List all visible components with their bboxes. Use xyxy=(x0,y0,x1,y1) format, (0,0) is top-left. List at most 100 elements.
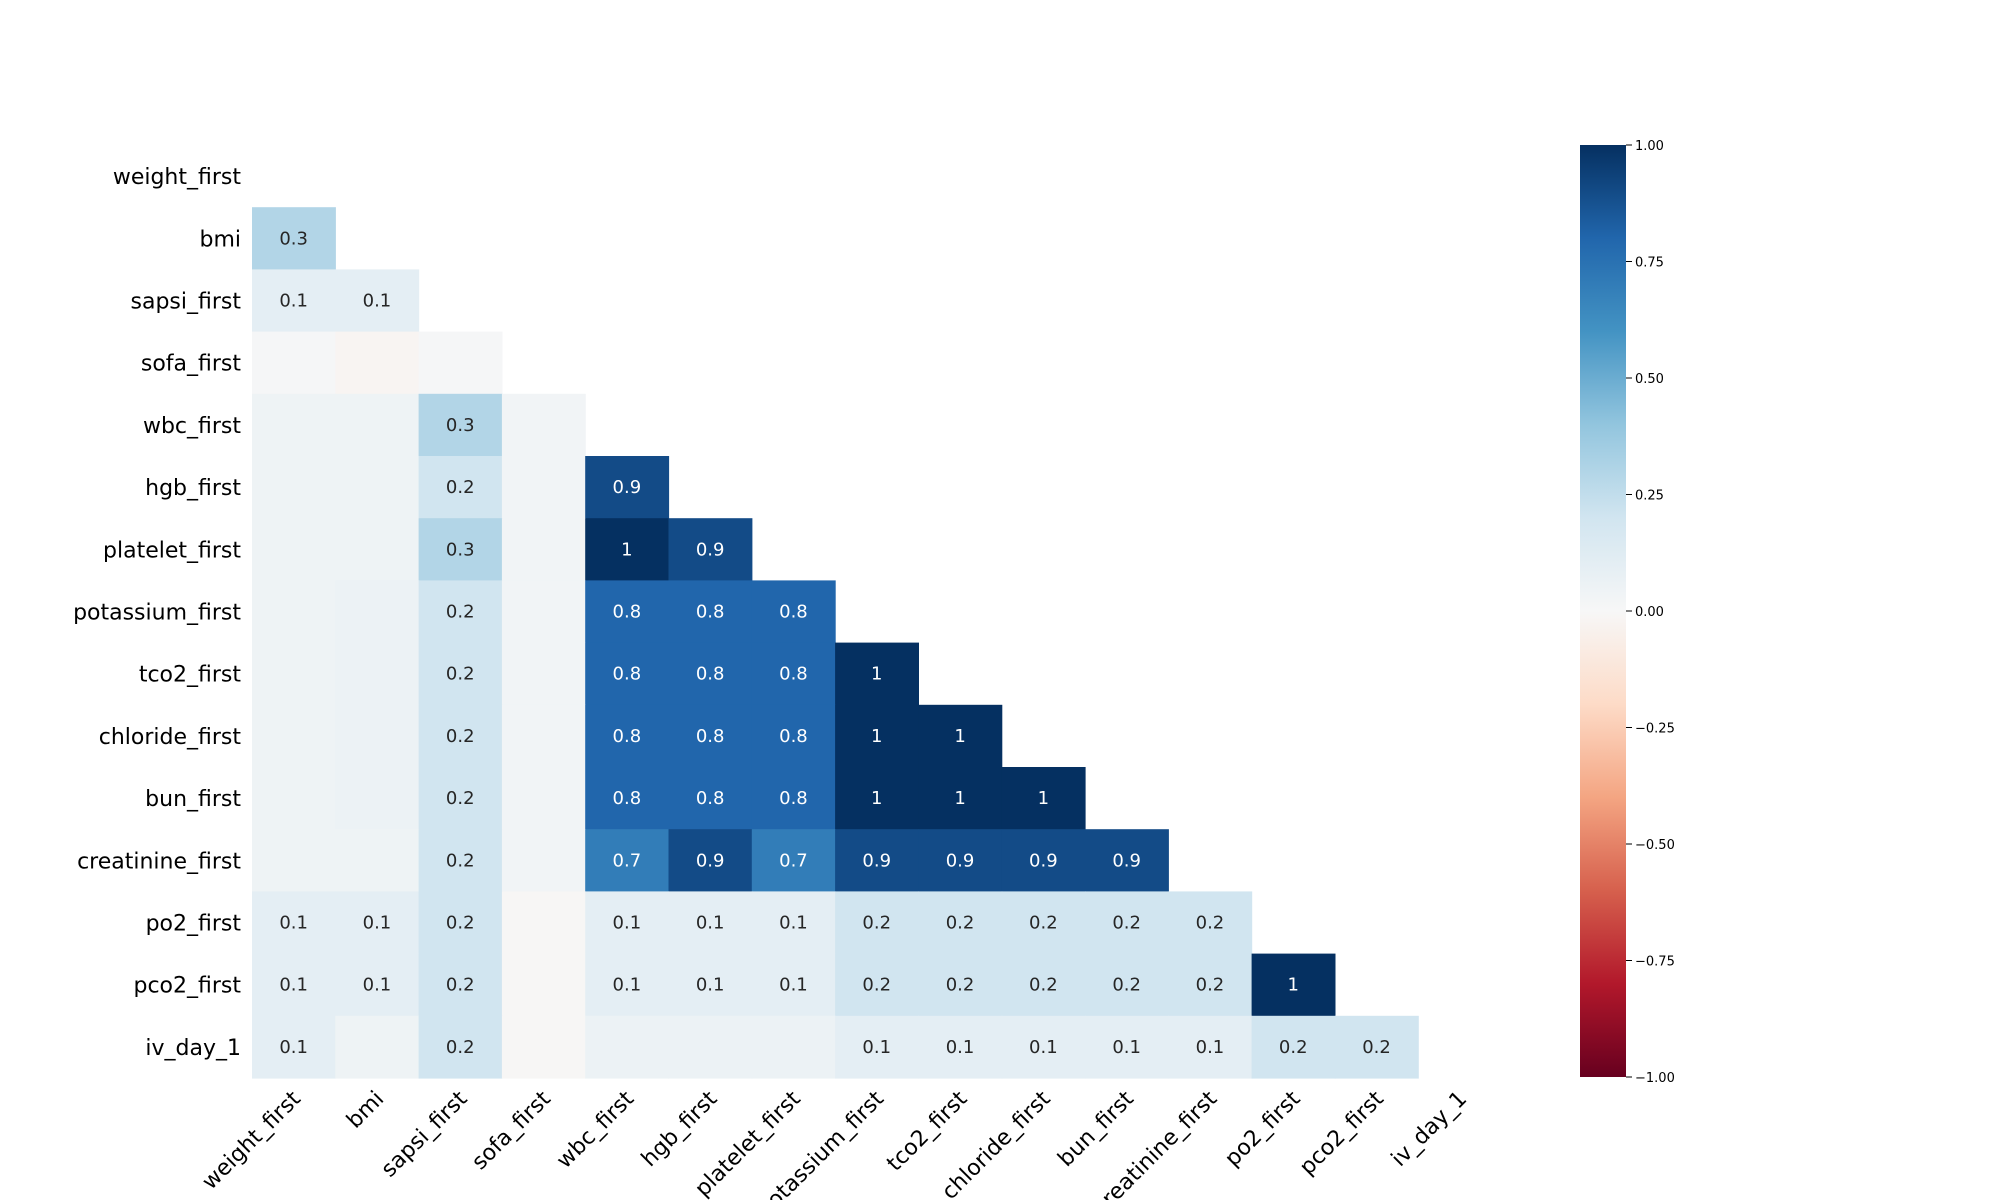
heatmap-cell xyxy=(1334,1015,1419,1079)
cell-value-label: 0.1 xyxy=(779,913,808,934)
heatmap-cell xyxy=(252,642,336,706)
heatmap-cell xyxy=(501,580,586,644)
heatmap-cell xyxy=(252,829,336,892)
cell-value-label: 0.9 xyxy=(613,477,642,498)
cell-value-label: 1 xyxy=(1288,975,1299,996)
column-label: weight_first xyxy=(198,1086,307,1195)
heatmap-cell xyxy=(668,704,753,768)
cell-value-label: 0.2 xyxy=(1112,975,1141,996)
heatmap-cell xyxy=(751,829,836,892)
cell-value-label: 0.2 xyxy=(446,477,475,498)
heatmap-cell xyxy=(585,704,670,768)
cell-value-label: 0.1 xyxy=(946,1037,975,1058)
colorbar-tick-label: 0.25 xyxy=(1635,489,1664,504)
heatmap-cell xyxy=(1001,1015,1086,1079)
row-label: tco2_first xyxy=(139,663,242,688)
cell-value-labels: 0.3 0.1 0.1 0.3 0.2 0.9 0.3 1 0.9 0.2 0.8 0.8 0.8 0.2… xyxy=(279,228,1391,1058)
colorbar: 1.00 0.75 0.50 0.25 0.00 −0.25 −0.50 −0.75 −1.00 xyxy=(1580,139,1675,1086)
row-label: hgb_first xyxy=(145,476,241,501)
cell-value-label: 0.1 xyxy=(613,913,642,934)
heatmap-cell xyxy=(335,331,420,395)
heatmap-cell xyxy=(835,953,919,1017)
heatmap-cell xyxy=(335,704,420,768)
cell-value-label: 0.1 xyxy=(696,913,725,934)
cell-value-label: 0.1 xyxy=(279,1037,308,1058)
heatmap-cell xyxy=(585,642,670,706)
heatmap-cell xyxy=(918,704,1003,768)
cell-value-label: 1 xyxy=(871,788,882,809)
heatmap-cell xyxy=(668,953,753,1017)
heatmap-cell xyxy=(418,767,503,830)
heatmap-cell xyxy=(501,518,586,581)
column-label: sapsi_first xyxy=(377,1086,473,1182)
heatmap-cell xyxy=(1168,891,1253,955)
heatmap-cell xyxy=(1085,829,1169,892)
heatmap-cell xyxy=(585,580,670,644)
heatmap-cell xyxy=(418,1015,503,1079)
heatmap-cell xyxy=(418,331,503,395)
heatmap-cell xyxy=(252,518,336,581)
cell-value-label: 0.2 xyxy=(946,975,975,996)
cell-value-label: 0.3 xyxy=(446,415,475,436)
heatmap-cell xyxy=(335,767,420,830)
heatmap-cell xyxy=(418,518,503,581)
heatmap-cell xyxy=(1001,829,1086,892)
cell-value-label: 0.8 xyxy=(779,664,808,685)
heatmap-cell xyxy=(835,1015,919,1079)
column-label: bmi xyxy=(342,1087,389,1134)
heatmap-cell xyxy=(252,393,336,457)
cell-value-label: 0.8 xyxy=(613,602,642,623)
cell-value-label: 0.9 xyxy=(696,850,725,871)
cell-value-label: 0.1 xyxy=(363,975,392,996)
heatmap-cell xyxy=(918,829,1003,892)
heatmap-cell xyxy=(668,518,753,581)
row-label: sofa_first xyxy=(141,352,242,377)
heatmap-cell xyxy=(1085,953,1169,1017)
cell-value-label: 1 xyxy=(954,726,965,747)
heatmap-cell xyxy=(668,891,753,955)
heatmap-cell xyxy=(585,891,670,955)
heatmap-cell xyxy=(335,269,420,333)
heatmap-cell xyxy=(501,1015,586,1079)
heatmap-cell xyxy=(751,891,836,955)
heatmap-cell xyxy=(585,1015,670,1079)
heatmap-cell xyxy=(418,580,503,644)
column-label: bun_first xyxy=(1053,1086,1139,1172)
column-label: iv_day_1 xyxy=(1387,1087,1472,1172)
heatmap-cell xyxy=(418,891,503,955)
heatmap-cell xyxy=(252,456,336,519)
cell-value-label: 0.2 xyxy=(446,913,475,934)
cell-value-label: 0.8 xyxy=(696,664,725,685)
heatmap-cell xyxy=(751,1015,836,1079)
heatmap-cell xyxy=(585,767,670,830)
row-label: weight_first xyxy=(113,165,242,190)
row-label: bmi xyxy=(199,227,241,252)
heatmap-cell xyxy=(252,1015,336,1079)
cell-value-label: 0.8 xyxy=(613,788,642,809)
column-label: sofa_first xyxy=(467,1086,556,1175)
cell-value-label: 0.2 xyxy=(446,726,475,747)
colorbar-tick-label: −0.50 xyxy=(1635,838,1675,853)
heatmap-cell xyxy=(501,767,586,830)
heatmap-cell xyxy=(252,704,336,768)
cell-value-label: 0.2 xyxy=(446,664,475,685)
cell-value-label: 0.9 xyxy=(946,850,975,871)
cell-value-label: 0.3 xyxy=(446,539,475,560)
cell-value-label: 0.8 xyxy=(696,602,725,623)
cell-value-label: 0.2 xyxy=(446,1037,475,1058)
heatmap-cell xyxy=(335,1015,420,1079)
colorbar-tick-label: −1.00 xyxy=(1635,1071,1675,1086)
cell-value-label: 0.1 xyxy=(363,291,392,312)
heatmap-cell xyxy=(252,891,336,955)
cell-value-label: 0.8 xyxy=(779,726,808,747)
cell-value-label: 0.8 xyxy=(696,726,725,747)
cell-value-label: 0.9 xyxy=(696,539,725,560)
heatmap-cell xyxy=(252,331,336,395)
cell-value-label: 0.2 xyxy=(1362,1037,1391,1058)
column-labels: weight_first bmisapsi_firstsofa_firstwbc_… xyxy=(198,1086,1473,1200)
row-label: creatinine_first xyxy=(77,849,241,874)
heatmap-cell xyxy=(751,953,836,1017)
heatmap-cell xyxy=(252,207,336,270)
heatmap-cell xyxy=(751,767,836,830)
